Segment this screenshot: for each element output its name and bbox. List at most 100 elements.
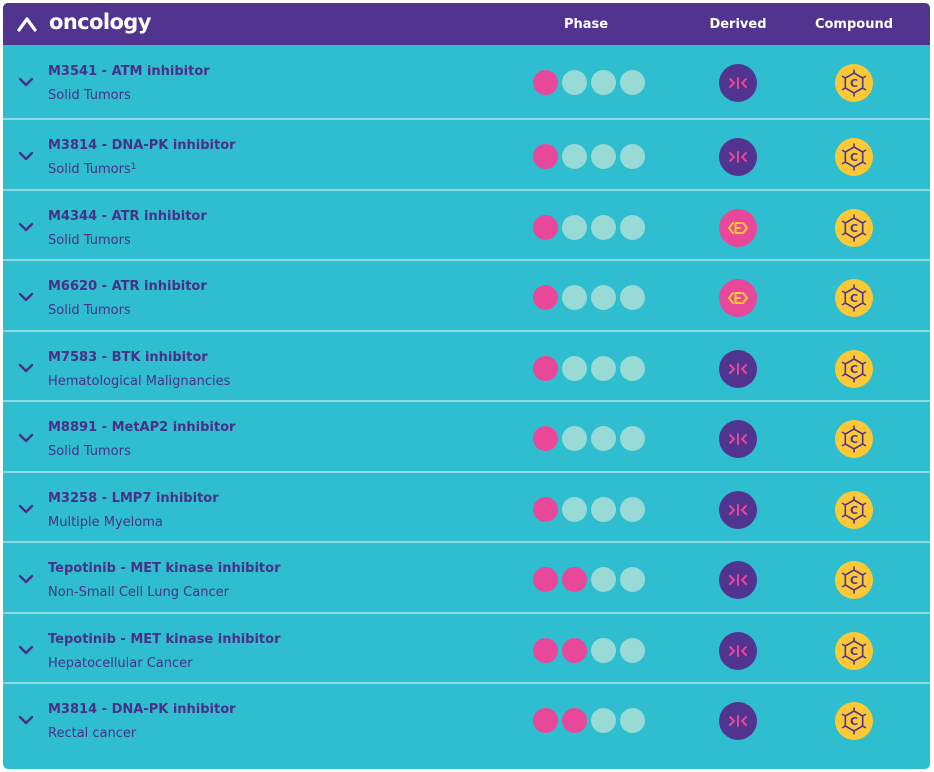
chevron-down-icon[interactable] bbox=[18, 221, 34, 233]
phase-dot bbox=[620, 285, 645, 310]
indication: Non-Small Cell Lung Cancer bbox=[48, 585, 229, 601]
column-header-compound: Compound bbox=[814, 17, 894, 32]
column-header-derived: Derived bbox=[709, 17, 767, 32]
indication-label: Solid Tumors bbox=[48, 303, 131, 318]
phase-dot bbox=[533, 426, 558, 451]
svg-text:C: C bbox=[850, 151, 858, 164]
footnote-marker: 1 bbox=[130, 162, 137, 172]
arrows-inward-icon bbox=[729, 574, 747, 586]
indication: Hepatocellular Cancer bbox=[48, 656, 192, 672]
svg-text:C: C bbox=[850, 645, 858, 658]
pipeline-panel: oncology Phase Derived Compound M3541 - … bbox=[3, 3, 930, 769]
chevron-down-icon[interactable] bbox=[18, 714, 34, 726]
pipeline-row[interactable]: M6620 - ATR inhibitor Solid Tumors C bbox=[3, 259, 930, 330]
indication: Hematological Malignancies bbox=[48, 374, 230, 390]
derived-badge bbox=[719, 208, 757, 247]
svg-text:C: C bbox=[850, 504, 858, 517]
phase-dot bbox=[591, 144, 616, 169]
phase-dot bbox=[533, 214, 558, 240]
pipeline-row[interactable]: M3814 - DNA-PK inhibitor Solid Tumors1 C bbox=[3, 118, 930, 189]
phase-dot bbox=[533, 637, 558, 663]
pipeline-row[interactable]: Tepotinib - MET kinase inhibitor Hepatoce… bbox=[3, 611, 930, 683]
indication: Multiple Myeloma bbox=[48, 515, 163, 531]
drug-title: Tepotinib - MET kinase inhibitor bbox=[48, 631, 281, 647]
svg-text:C: C bbox=[850, 715, 858, 728]
column-header-phase: Phase bbox=[563, 17, 609, 32]
compound-badge: C bbox=[835, 631, 873, 670]
derived-badge bbox=[719, 64, 757, 102]
pipeline-row[interactable]: M3541 - ATM inhibitor Solid Tumors C bbox=[3, 46, 930, 118]
phase-dot bbox=[620, 496, 645, 522]
phase-indicator bbox=[533, 144, 653, 170]
arrows-inward-icon bbox=[729, 433, 747, 445]
chevron-down-icon[interactable] bbox=[18, 573, 34, 585]
derived-badge bbox=[719, 138, 757, 176]
arrows-inward-icon bbox=[729, 362, 747, 375]
chevron-up-icon[interactable] bbox=[16, 14, 38, 34]
chevron-down-icon[interactable] bbox=[18, 362, 34, 374]
arrows-inward-icon bbox=[729, 151, 747, 163]
arrows-inward-icon bbox=[729, 715, 747, 727]
drug-title: M4344 - ATR inhibitor bbox=[48, 208, 207, 224]
chevron-down-icon[interactable] bbox=[18, 503, 34, 515]
compound-badge: C bbox=[835, 349, 873, 388]
drug-title: Tepotinib - MET kinase inhibitor bbox=[48, 561, 281, 576]
phase-dot bbox=[562, 637, 587, 663]
drug-title: M3541 - ATM inhibitor bbox=[48, 64, 210, 79]
pipeline-row[interactable]: M3814 - DNA-PK inhibitor Rectal cancer C bbox=[3, 682, 930, 753]
e-bracket-icon bbox=[728, 292, 748, 304]
indication-label: Non-Small Cell Lung Cancer bbox=[48, 585, 229, 600]
chevron-down-icon[interactable] bbox=[18, 76, 34, 88]
phase-dot bbox=[591, 708, 616, 733]
phase-indicator bbox=[533, 708, 653, 734]
indication: Solid Tumors bbox=[48, 303, 131, 319]
pipeline-row[interactable]: M7583 - BTK inhibitor Hematological Malig… bbox=[3, 329, 930, 401]
phase-dot bbox=[620, 70, 645, 95]
pipeline-row[interactable]: M8891 - MetAP2 inhibitor Solid Tumors C bbox=[3, 400, 930, 471]
phase-dot bbox=[620, 214, 645, 240]
compound-badge: C bbox=[835, 561, 873, 599]
molecule-c-icon: C bbox=[841, 284, 867, 312]
drug-title: M3258 - LMP7 inhibitor bbox=[48, 490, 219, 506]
indication-label: Solid Tumors bbox=[48, 444, 131, 459]
molecule-c-icon: C bbox=[841, 69, 867, 97]
pipeline-row[interactable]: M4344 - ATR inhibitor Solid Tumors C bbox=[3, 188, 930, 260]
svg-text:C: C bbox=[850, 363, 858, 376]
molecule-c-icon: C bbox=[841, 566, 867, 594]
compound-badge: C bbox=[835, 208, 873, 247]
panel-header: oncology Phase Derived Compound bbox=[3, 3, 930, 45]
indication-label: Hepatocellular Cancer bbox=[48, 655, 193, 671]
pipeline-row[interactable]: Tepotinib - MET kinase inhibitor Non-Smal… bbox=[3, 541, 930, 612]
phase-indicator bbox=[533, 355, 653, 382]
chevron-down-icon[interactable] bbox=[18, 644, 34, 656]
derived-badge bbox=[719, 279, 757, 317]
compound-badge: C bbox=[835, 702, 873, 740]
chevron-down-icon[interactable] bbox=[18, 150, 34, 162]
phase-dot bbox=[562, 285, 587, 310]
molecule-c-icon: C bbox=[841, 637, 867, 664]
phase-indicator bbox=[533, 426, 653, 452]
molecule-c-icon: C bbox=[841, 355, 867, 382]
pipeline-list: M3541 - ATM inhibitor Solid Tumors C M3814 … bbox=[3, 46, 930, 753]
phase-dot bbox=[562, 708, 587, 733]
pipeline-row[interactable]: M3258 - LMP7 inhibitor Multiple Myeloma C bbox=[3, 470, 930, 542]
arrows-inward-icon bbox=[729, 77, 747, 89]
chevron-down-icon[interactable] bbox=[18, 432, 34, 444]
compound-badge: C bbox=[835, 490, 873, 529]
phase-dot bbox=[620, 567, 645, 592]
molecule-c-icon: C bbox=[841, 425, 867, 453]
drug-title: M3814 - DNA-PK inhibitor bbox=[48, 138, 236, 153]
arrows-inward-icon bbox=[729, 503, 747, 516]
derived-badge bbox=[719, 349, 757, 388]
chevron-down-icon[interactable] bbox=[18, 291, 34, 303]
phase-dot bbox=[591, 496, 616, 522]
phase-dot bbox=[591, 355, 616, 381]
phase-dot bbox=[620, 355, 645, 381]
indication-label: Multiple Myeloma bbox=[48, 514, 163, 530]
indication-label: Solid Tumors bbox=[48, 162, 131, 177]
phase-dot bbox=[562, 355, 587, 381]
compound-badge: C bbox=[835, 138, 873, 176]
phase-dot bbox=[533, 144, 558, 169]
drug-title: M8891 - MetAP2 inhibitor bbox=[48, 420, 236, 435]
molecule-c-icon: C bbox=[841, 214, 867, 241]
